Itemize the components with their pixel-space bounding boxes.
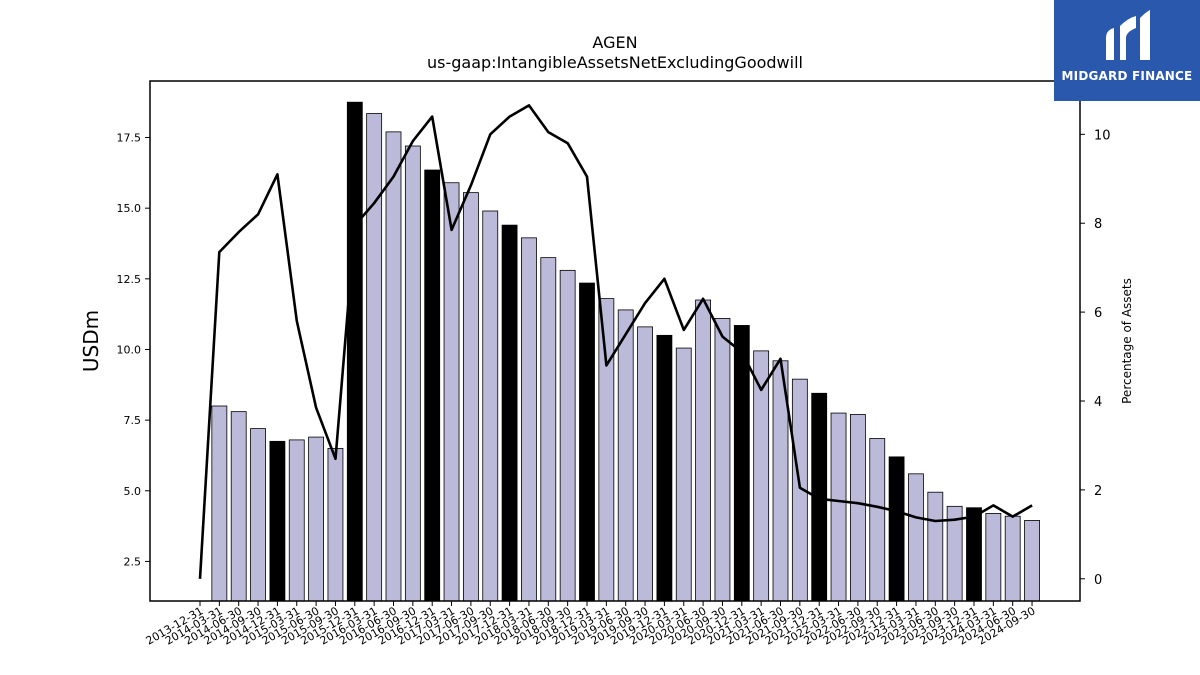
bar-2023-12-31 [966,507,982,602]
y2-tick-label: 6 [1094,306,1102,321]
bar-2018-12-31 [579,282,595,602]
bar-2017-03-31 [443,182,460,602]
y-tick-label: 12.5 [117,273,142,286]
bar-2022-06-30 [850,414,866,602]
bar-2019-09-30 [637,326,653,602]
bar-2014-09-30 [250,428,266,602]
y-tick-label: 15.0 [117,202,142,215]
chart-title: AGEN [592,33,637,52]
bar-2020-12-31 [733,325,750,602]
bar-2016-09-30 [404,145,421,602]
bar-2019-06-30 [617,309,634,602]
bar-2022-12-31 [888,456,905,602]
bar-2018-03-31 [521,237,537,602]
bar-2014-03-31 [211,405,228,602]
y-axis-label: USDm [79,310,103,372]
line-group [198,104,1033,579]
bar-2015-03-31 [288,439,305,602]
y2-tick-label: 10 [1094,128,1111,143]
chart-subtitle: us-gaap:IntangibleAssetsNetExcludingGood… [427,53,803,72]
bar-2020-09-30 [714,317,731,602]
bar-2016-03-31 [366,113,383,602]
bar-2017-06-30 [462,192,479,602]
bar-2023-03-31 [908,473,924,602]
y-tick-label: 2.5 [124,555,142,568]
bar-2014-06-30 [230,411,247,602]
y-tick-label: 5.0 [124,485,142,498]
brand-logo [1054,0,1200,101]
y-tick-label: 17.5 [117,132,142,145]
y-axis: 2.5 5.0 7.5 10.0 12.5 15.0 17.5 [117,132,150,568]
bar-2019-12-31 [656,334,673,602]
bar-2016-12-31 [424,169,441,602]
y2-tick-label: 4 [1094,395,1102,410]
bar-2020-06-30 [695,299,711,602]
bar-2024-06-30 [1004,515,1021,602]
bar-2017-12-31 [501,224,518,602]
bar-2015-06-30 [308,436,325,602]
bar-2018-09-30 [559,269,576,602]
bar-2014-12-31 [269,440,286,602]
bars-group [211,101,1040,602]
bar-2024-09-30 [1024,520,1040,602]
bar-2018-06-30 [540,257,557,602]
y-tick-label: 7.5 [124,414,142,427]
brand-name: MIDGARD FINANCE [1061,69,1193,83]
bar-2023-06-30 [927,491,944,602]
midgard-logo-icon [1106,10,1150,60]
plot-frame [149,80,1081,602]
bar-2022-09-30 [869,438,886,602]
bar-2020-03-31 [675,347,692,602]
x-axis: 2013-12-312014-03-312014-06-302014-09-30… [144,601,1038,648]
y2-axis-label: Percentage of Assets [1120,278,1134,404]
bar-2015-09-30 [327,447,344,602]
bar-2016-06-30 [385,131,402,602]
percentage-line [198,104,1033,579]
bar-2022-03-31 [830,412,847,602]
bar-2024-03-31 [985,512,1002,602]
y2-tick-label: 0 [1094,573,1102,588]
y2-tick-label: 2 [1094,484,1102,499]
bar-2015-12-31 [346,101,363,602]
y2-tick-label: 8 [1094,217,1102,232]
y-tick-label: 10.0 [117,343,142,356]
bar-2019-03-31 [598,298,615,602]
bar-2017-09-30 [482,210,499,602]
y2-axis: 0 2 4 6 8 10 [1080,128,1111,588]
